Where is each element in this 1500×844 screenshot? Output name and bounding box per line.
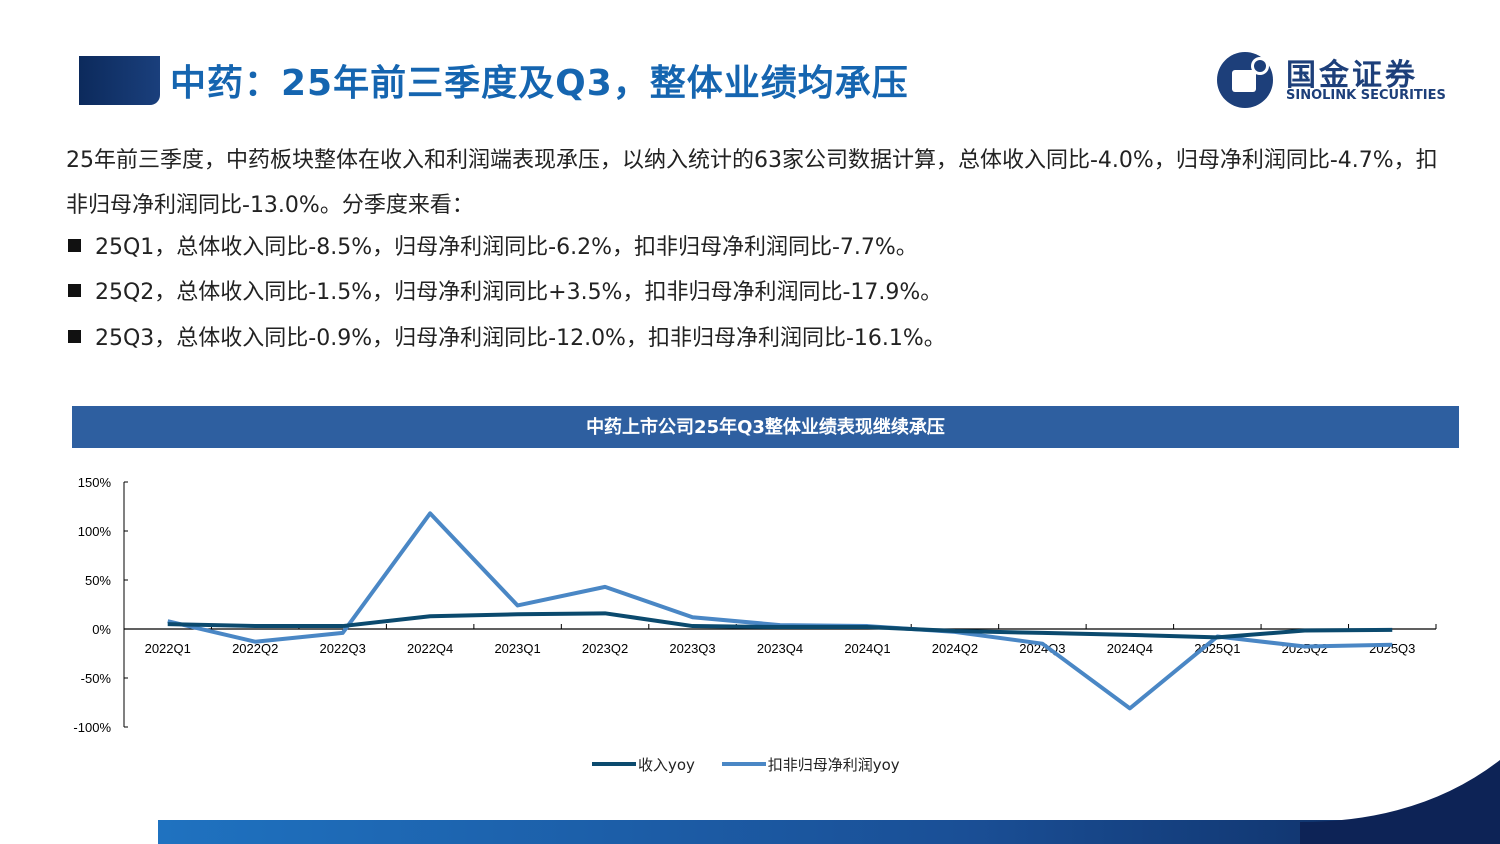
summary-paragraph: 25年前三季度，中药板块整体在收入和利润端表现承压，以纳入统计的63家公司数据计… [66,148,1438,218]
bullet-square-icon [68,284,81,297]
footer-bar [158,820,1500,844]
bullet-square-icon [68,330,81,343]
x-tick-label: 2022Q4 [407,641,453,656]
series-line-revenue [167,611,1393,640]
x-tick-label: 2024Q4 [1107,641,1153,656]
logo-mark-icon [1217,52,1273,108]
series-line-profit [167,511,1393,711]
y-tick-label: 0% [92,622,111,637]
chart-legend: 收入yoy 扣非归母净利润yoy [592,754,922,775]
legend-label: 扣非归母净利润yoy [767,756,900,774]
x-tick-label: 2022Q1 [145,641,191,656]
bullet-text: 25Q2，总体收入同比-1.5%，归母净利润同比+3.5%，扣非归母净利润同比-… [95,280,943,305]
legend-label: 收入yoy [638,756,695,774]
corner-decoration [1300,760,1500,844]
y-tick-label: 50% [85,573,111,588]
legend-swatch [721,762,766,766]
bullet-square-icon [68,239,81,252]
x-tick-label: 2023Q3 [669,641,715,656]
bullet-25q2: 25Q2，总体收入同比-1.5%，归母净利润同比+3.5%，扣非归母净利润同比-… [68,274,942,306]
line-chart: 150% 100% 50% 0% -50% -100% 2022Q1 2022Q2 2022Q3… [73,475,1437,735]
y-tick-label: -50% [81,671,112,686]
y-tick-label: 150% [78,475,112,490]
logo-text-en: SINOLINK SECURITIES [1286,88,1446,103]
page-title: 中药：25年前三季度及Q3，整体业绩均承压 [170,63,909,104]
bullet-text: 25Q1，总体收入同比-8.5%，归母净利润同比-6.2%，扣非归母净利润同比-… [95,235,918,260]
x-tick-label: 2024Q1 [844,641,890,656]
legend-item-revenue: 收入yoy [592,756,695,774]
x-tick-label: 2023Q1 [494,641,540,656]
x-tick-label: 2023Q4 [757,641,803,656]
bullet-25q3: 25Q3，总体收入同比-0.9%，归母净利润同比-12.0%，扣非归母净利润同比… [68,320,946,352]
legend-item-profit: 扣非归母净利润yoy [721,756,900,774]
x-tick-label: 2022Q2 [232,641,278,656]
x-tick-label: 2024Q2 [932,641,978,656]
sinolink-logo: 国金证券 SINOLINK SECURITIES [1216,50,1476,110]
bullet-25q1: 25Q1，总体收入同比-8.5%，归母净利润同比-6.2%，扣非归母净利润同比-… [68,229,918,261]
legend-swatch [592,762,636,766]
x-tick-label: 2022Q3 [320,641,366,656]
y-tick-label: 100% [78,524,112,539]
title-decoration [79,56,160,105]
logo-text-cn: 国金证券 [1286,58,1418,93]
chart-title: 中药上市公司25年Q3整体业绩表现继续承压 [72,406,1459,448]
x-tick-label: 2023Q2 [582,641,628,656]
y-tick-label: -100% [73,720,111,735]
bullet-text: 25Q3，总体收入同比-0.9%，归母净利润同比-12.0%，扣非归母净利润同比… [95,326,946,351]
